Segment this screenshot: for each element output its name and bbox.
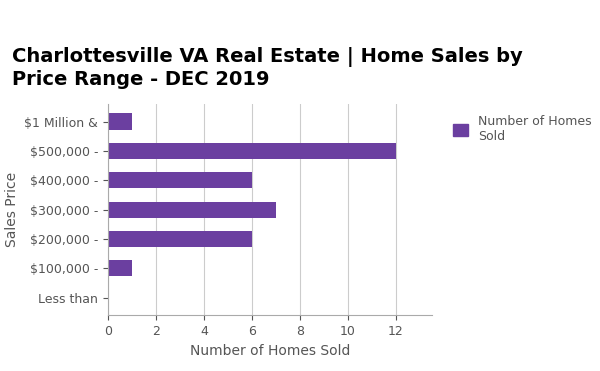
- Bar: [108, 114, 132, 129]
- Text: Charlottesville VA Real Estate | Home Sales by
Price Range - DEC 2019: Charlottesville VA Real Estate | Home Sa…: [12, 47, 523, 89]
- Bar: [108, 231, 252, 247]
- Legend: Number of Homes
Sold: Number of Homes Sold: [448, 110, 596, 148]
- Y-axis label: Sales Price: Sales Price: [5, 172, 19, 247]
- Bar: [108, 260, 132, 276]
- Bar: [108, 172, 252, 188]
- Bar: [108, 143, 396, 159]
- X-axis label: Number of Homes Sold: Number of Homes Sold: [190, 344, 350, 358]
- Bar: [108, 201, 276, 218]
